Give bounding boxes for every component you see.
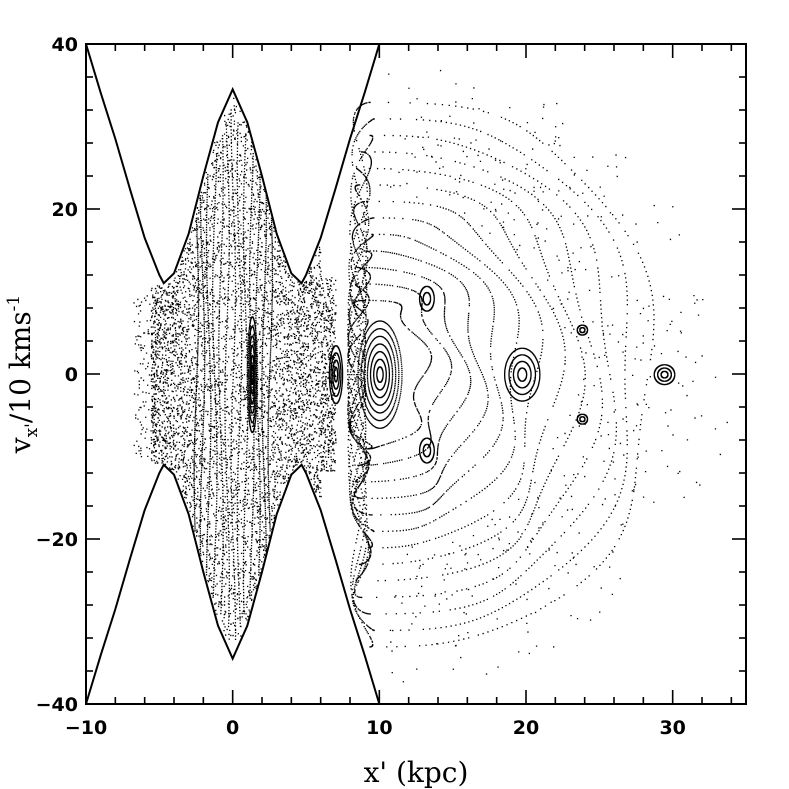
y-tick-label: −20 (36, 529, 78, 551)
y-axis-label-main: v (4, 437, 37, 454)
zero-velocity-curve-upper (85, 43, 381, 285)
ticks-layer (85, 43, 746, 705)
zero-velocity-curve-layer (85, 43, 381, 705)
y-tick-label: −40 (36, 694, 78, 716)
x-tick-label: 30 (659, 717, 685, 739)
y-tick-label: 0 (65, 364, 78, 386)
x-tick-label: −10 (65, 717, 107, 739)
y-axis-label: vx'/10 kms-1 (4, 295, 42, 455)
scatter-points-layer (133, 69, 728, 683)
y-tick-label: 20 (52, 199, 78, 221)
tick-labels-layer: −10 0 10 20 30 −40 −20 0 20 40 (36, 34, 686, 739)
y-axis-label-sup: -1 (4, 295, 24, 312)
zero-velocity-curve-lower (85, 463, 381, 705)
y-axis-label-sub: x' (22, 423, 42, 437)
y-axis-label-rest: /10 kms (4, 311, 37, 423)
orbit-points (133, 69, 728, 683)
x-tick-label: 0 (226, 717, 239, 739)
x-axis-label: x' (kpc) (364, 756, 469, 789)
y-tick-label: 40 (52, 34, 78, 56)
plot-frame (85, 43, 747, 705)
x-tick-label: 10 (366, 717, 392, 739)
x-tick-label: 20 (513, 717, 539, 739)
